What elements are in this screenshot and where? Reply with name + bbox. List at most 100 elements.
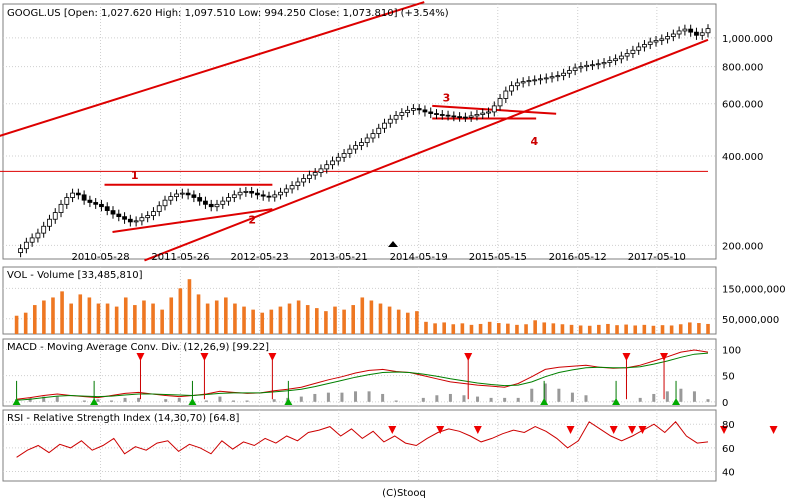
candle-body <box>278 191 283 196</box>
candle-body <box>64 197 70 205</box>
candle-body <box>29 237 35 243</box>
macd-histogram-bar <box>123 397 127 402</box>
candle-body <box>526 80 532 83</box>
candle-body <box>555 75 561 78</box>
price-x-tick-label: 2014-05-19 <box>390 252 448 263</box>
volume-bar <box>142 300 146 334</box>
macd-histogram-bar <box>557 388 561 402</box>
candle-body <box>399 112 405 116</box>
volume-bar <box>442 322 446 334</box>
buy-signal-icon <box>612 398 621 405</box>
candle-body <box>75 192 81 196</box>
volume-bar <box>524 324 528 334</box>
candle-body <box>255 192 260 196</box>
candle-body <box>618 55 624 60</box>
macd-histogram-bar <box>164 399 168 402</box>
candle-body <box>428 111 434 114</box>
volume-bar <box>551 323 556 334</box>
candle-body <box>486 111 491 114</box>
volume-bar <box>105 303 110 334</box>
candle-body <box>139 217 145 222</box>
macd-histogram-bar <box>299 396 303 402</box>
candle-body <box>81 194 87 201</box>
candle-body <box>705 28 711 34</box>
macd-histogram-bar <box>543 383 547 402</box>
footer-credit: (C)Stooq <box>382 488 426 499</box>
sell-signal-icon <box>268 353 277 361</box>
candle-body <box>145 215 151 219</box>
candle-body <box>532 79 538 82</box>
volume-bar <box>205 303 210 334</box>
rsi-y-tick-label: 40 <box>722 468 735 479</box>
volume-bar <box>460 323 465 334</box>
candle-body <box>249 191 255 194</box>
volume-bar <box>78 294 83 334</box>
candle-body <box>578 66 584 69</box>
candle-body <box>347 148 353 154</box>
candle-body <box>376 127 382 134</box>
trend-line <box>144 38 709 262</box>
candle-body <box>561 72 566 77</box>
candle-body <box>474 114 480 117</box>
trend-line <box>112 208 273 233</box>
volume-bar <box>360 297 365 334</box>
volume-bar <box>305 305 310 334</box>
price-x-tick-label: 2010-05-28 <box>71 252 129 263</box>
candle-body <box>87 199 93 203</box>
price-y-tick-label: 800.000 <box>722 63 763 74</box>
candle-body <box>566 70 572 74</box>
candle-body <box>266 195 272 198</box>
macd-histogram-bar <box>489 397 493 402</box>
rsi-line <box>16 421 709 458</box>
candle-body <box>549 76 555 79</box>
macd-histogram-bar <box>462 395 466 402</box>
volume-bar <box>633 325 638 334</box>
volume-bar <box>533 320 537 334</box>
trend-line <box>0 1 425 137</box>
volume-bar <box>424 321 428 334</box>
candle-body <box>307 174 312 179</box>
candle-body <box>642 44 647 48</box>
macd-histogram-bar <box>476 396 480 402</box>
price-panel <box>2 3 717 260</box>
candle-body <box>699 32 705 36</box>
candle-body <box>197 197 203 202</box>
volume-bar <box>487 321 492 334</box>
rsi-sell-signal-icon <box>628 426 637 434</box>
macd-y-tick-label: 0 <box>722 398 728 409</box>
rsi-sell-signal-icon <box>609 426 618 434</box>
macd-histogram-bar <box>421 397 425 402</box>
macd-histogram-bar <box>340 392 344 402</box>
volume-panel <box>2 266 717 335</box>
volume-bar <box>151 303 155 334</box>
candle-body <box>353 145 359 150</box>
candle-body <box>18 248 23 254</box>
macd-histogram-bar <box>232 400 236 402</box>
volume-bar <box>651 325 656 334</box>
candle-body <box>647 41 653 45</box>
volume-bar <box>415 311 419 334</box>
candle-body <box>99 203 104 208</box>
candle-body <box>359 142 364 146</box>
candle-body <box>174 193 179 198</box>
macd-histogram-bar <box>516 397 520 402</box>
macd-header: MACD - Moving Average Conv. Div. (12,26,… <box>7 342 269 353</box>
price-y-tick-label: 600.000 <box>722 100 763 111</box>
volume-y-tick-label: 150,000,000 <box>722 284 786 295</box>
price-y-tick-label: 1,000.000 <box>722 34 773 45</box>
candle-body <box>543 77 549 80</box>
volume-y-tick-label: 50,000,000 <box>722 315 779 326</box>
candle-body <box>214 203 220 208</box>
sell-signal-icon <box>622 353 631 361</box>
volume-bar <box>296 300 301 334</box>
volume-bar <box>60 291 64 334</box>
candle-body <box>301 178 307 183</box>
candle-body <box>590 64 595 67</box>
candle-body <box>694 31 699 36</box>
volume-bar <box>469 324 474 334</box>
volume-bar <box>315 308 319 334</box>
candle-body <box>595 63 601 66</box>
rsi-sell-signal-icon <box>566 426 575 434</box>
macd-histogram-bar <box>326 392 330 402</box>
candle-body <box>179 192 185 195</box>
